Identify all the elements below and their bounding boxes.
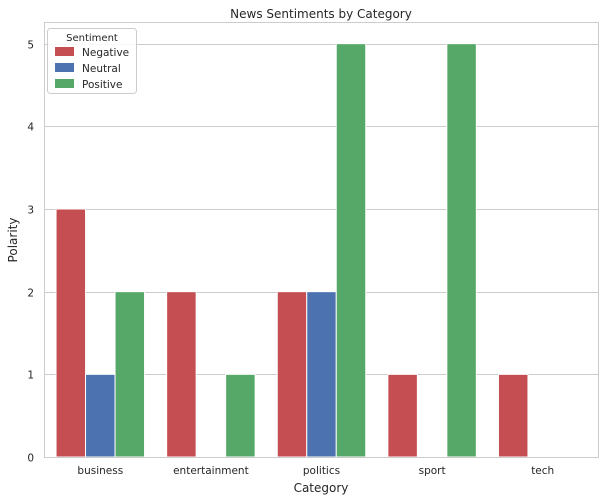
bar-positive-business: [114, 291, 146, 458]
x-tick-label: politics: [303, 465, 340, 477]
y-tick-label: 5: [27, 40, 34, 52]
bar-positive-entertainment: [225, 373, 256, 458]
x-tick-label: business: [77, 465, 123, 477]
x-tick-label: tech: [531, 465, 554, 477]
legend-label-negative: Negative: [82, 47, 129, 59]
bars: [55, 43, 529, 458]
y-tick-label: 1: [27, 370, 34, 382]
legend-label-positive: Positive: [82, 79, 122, 91]
y-tick-label: 4: [27, 122, 34, 134]
x-tick-labels: business entertainment politics sport tech: [77, 465, 554, 477]
legend-label-neutral: Neutral: [82, 63, 121, 75]
legend-title: Sentiment: [66, 33, 118, 44]
chart-title: News Sentiments by Category: [230, 7, 412, 21]
y-tick-label: 0: [27, 453, 34, 465]
legend-box: [47, 28, 137, 94]
x-tick-label: entertainment: [173, 465, 249, 477]
bar-negative-politics: [276, 291, 308, 458]
legend: Sentiment Negative Neutral Positive: [47, 28, 137, 94]
bar-negative-entertainment: [166, 291, 197, 458]
y-tick-label: 2: [27, 288, 34, 300]
y-tick-label: 3: [27, 205, 34, 217]
bar-neutral-business: [85, 373, 116, 458]
bar-negative-sport: [387, 373, 418, 458]
x-axis-label: Category: [294, 481, 349, 495]
y-tick-labels: 0 1 2 3 4 5: [27, 40, 34, 465]
bar-positive-politics: [335, 43, 367, 458]
legend-items: Negative Neutral Positive: [55, 47, 129, 91]
legend-swatch-positive: [55, 79, 74, 88]
bar-positive-sport: [446, 43, 477, 458]
legend-swatch-neutral: [55, 63, 74, 72]
legend-swatch-negative: [55, 47, 74, 56]
bar-negative-tech: [497, 373, 529, 458]
x-tick-label: sport: [419, 465, 446, 477]
y-axis-label: Polarity: [6, 218, 20, 263]
plot-frame: [44, 22, 599, 458]
bar-negative-business: [55, 208, 87, 458]
bar-neutral-politics: [306, 291, 337, 458]
